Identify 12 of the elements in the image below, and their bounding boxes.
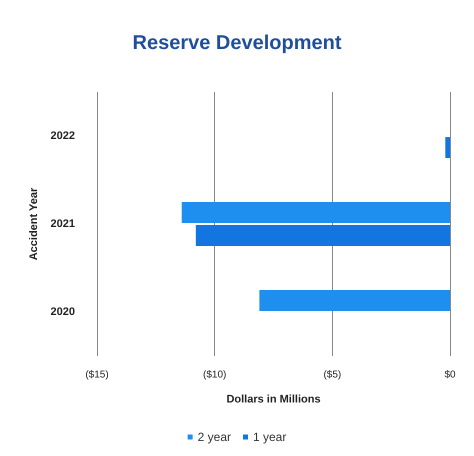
legend-label: 1 year <box>253 430 286 444</box>
x-tick-label: $0 <box>444 370 456 380</box>
x-tick-label: ($5) <box>323 370 342 380</box>
chart-title: Reserve Development <box>132 32 342 54</box>
y-tick-label: 2022 <box>50 130 75 142</box>
x-axis-title: Dollars in Millions <box>226 394 321 406</box>
x-tick-label: ($15) <box>85 370 109 380</box>
y-tick-label: 2021 <box>50 218 75 230</box>
x-tick-label: ($10) <box>202 370 226 380</box>
y-tick-label: 2020 <box>50 306 75 318</box>
legend-label: 2 year <box>198 430 232 444</box>
y-axis-title: Accident Year <box>28 187 40 260</box>
